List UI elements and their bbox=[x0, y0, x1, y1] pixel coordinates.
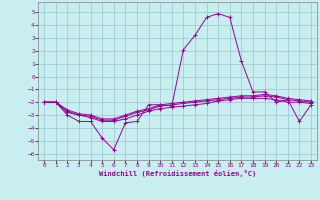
X-axis label: Windchill (Refroidissement éolien,°C): Windchill (Refroidissement éolien,°C) bbox=[99, 170, 256, 177]
